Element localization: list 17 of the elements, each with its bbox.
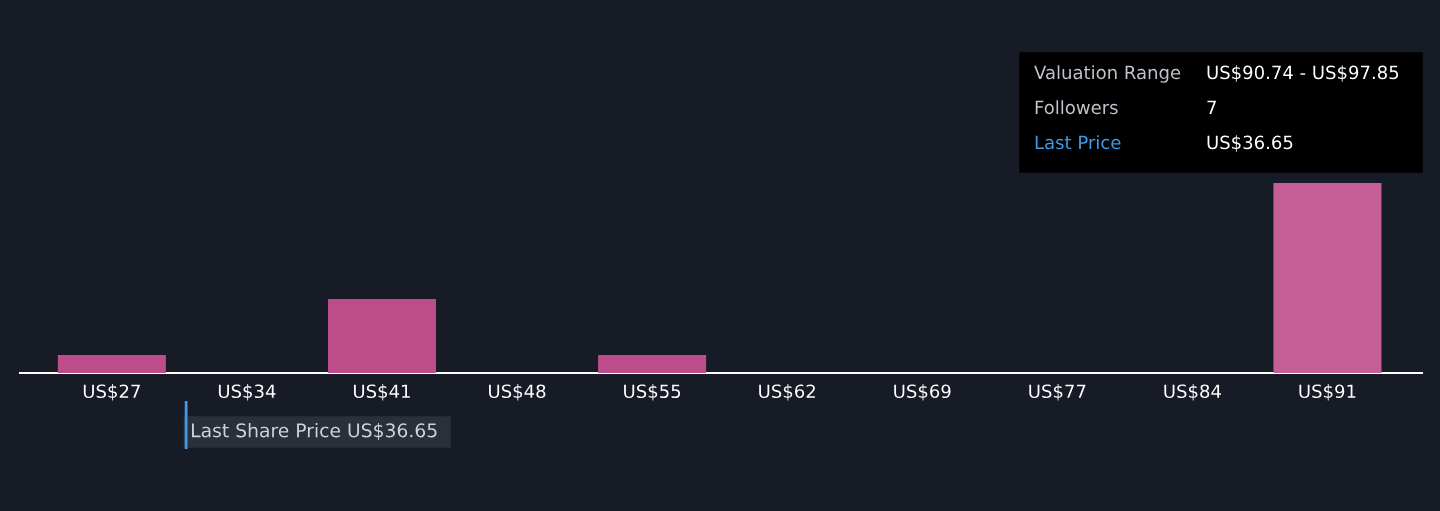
text: US$90.74 - US$97.85 (1207, 65, 1399, 82)
x-tick-label: US$27 (83, 384, 140, 401)
x-tick-label: US$48 (489, 384, 546, 401)
x-tick-label: US$55 (624, 384, 681, 401)
text: Last Share Price US$36.65 (192, 422, 437, 440)
x-tick-label: US$84 (1164, 384, 1221, 401)
text: 7 (1207, 100, 1216, 114)
x-tick-label: US$69 (894, 384, 951, 401)
text: US$36.65 (1207, 135, 1293, 152)
x-tick-label: US$34 (218, 384, 276, 401)
x-tick-label: US$77 (1029, 384, 1086, 401)
x-tick-label: US$41 (353, 384, 410, 401)
text: Valuation Range (1034, 65, 1181, 83)
x-tick-label: US$62 (759, 384, 815, 401)
text: Followers (1035, 100, 1118, 115)
x-tick-label: US$91 (1299, 384, 1356, 401)
text: Last Price (1035, 135, 1121, 150)
